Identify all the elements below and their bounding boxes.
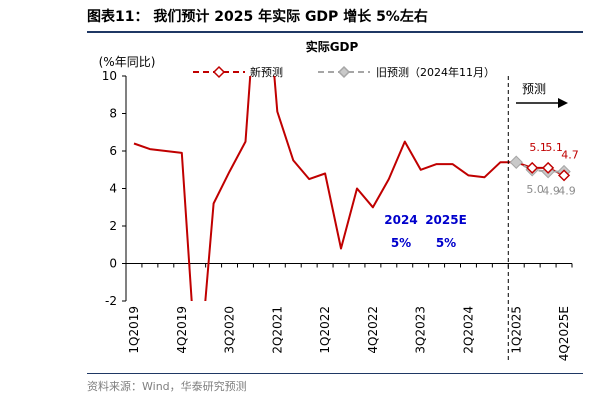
legend-old-label: 旧预测（2024年11月） <box>376 65 495 79</box>
old-forecast-marker <box>509 155 523 169</box>
forecast-label: 预测 <box>522 82 546 96</box>
annotation-year: 2025E <box>425 213 467 227</box>
x-tick-label: 4Q2025E <box>557 306 571 361</box>
old-forecast-line <box>515 161 564 173</box>
y-tick-label: 0 <box>109 257 117 271</box>
x-tick-label: 2Q2021 <box>270 306 284 354</box>
annotation-year: 2024 <box>384 213 417 227</box>
new-forecast-line <box>133 76 565 301</box>
x-tick-label: 3Q2020 <box>223 306 237 354</box>
bottom-rule <box>87 373 583 374</box>
new-forecast-data-label: 5.1 <box>545 141 563 154</box>
y-tick-label: 2 <box>109 219 117 233</box>
top-rule <box>87 31 583 33</box>
x-tick-label: 4Q2019 <box>175 306 189 354</box>
x-tick-label: 3Q2023 <box>414 306 428 354</box>
legend: 新预测 旧预测（2024年11月） <box>193 65 495 79</box>
y-axis-label: (%年同比) <box>99 55 156 69</box>
new-forecast-data-label: 4.7 <box>561 148 579 161</box>
annotation-growth: 5% <box>391 236 411 250</box>
legend-new-marker <box>212 65 226 79</box>
new-forecast-marker <box>542 161 555 174</box>
legend-old-marker <box>337 65 351 79</box>
y-tick-label: -2 <box>105 294 117 308</box>
x-tick-label: 1Q2019 <box>127 306 141 354</box>
new-forecast-marker <box>557 169 571 182</box>
x-tick-label: 4Q2022 <box>366 306 380 354</box>
y-tick-label: 4 <box>109 182 117 196</box>
new-forecast-marker <box>526 161 539 174</box>
chart-title: 实际GDP <box>306 39 359 54</box>
x-tick-label: 2Q2024 <box>461 306 475 354</box>
legend-new-label: 新预测 <box>250 65 283 79</box>
new-forecast-data-label: 5.1 <box>529 141 547 154</box>
old-forecast-data-label: 4.9 <box>542 185 560 198</box>
y-tick-label: 8 <box>109 107 117 121</box>
y-tick-label: 10 <box>102 69 117 83</box>
annotation-growth: 5% <box>436 236 456 250</box>
old-forecast-data-label: 5.0 <box>526 183 544 196</box>
forecast-arrow-head <box>558 98 568 108</box>
y-tick-label: 6 <box>109 144 117 158</box>
x-tick-label: 1Q2022 <box>318 306 332 354</box>
source-note: 资料来源：Wind，华泰研究预测 <box>87 380 247 393</box>
x-tick-label: 1Q2025 <box>509 306 523 354</box>
old-forecast-data-label: 4.9 <box>558 185 576 198</box>
figure-title: 图表11： 我们预计 2025 年实际 GDP 增长 5%左右 <box>87 9 428 25</box>
